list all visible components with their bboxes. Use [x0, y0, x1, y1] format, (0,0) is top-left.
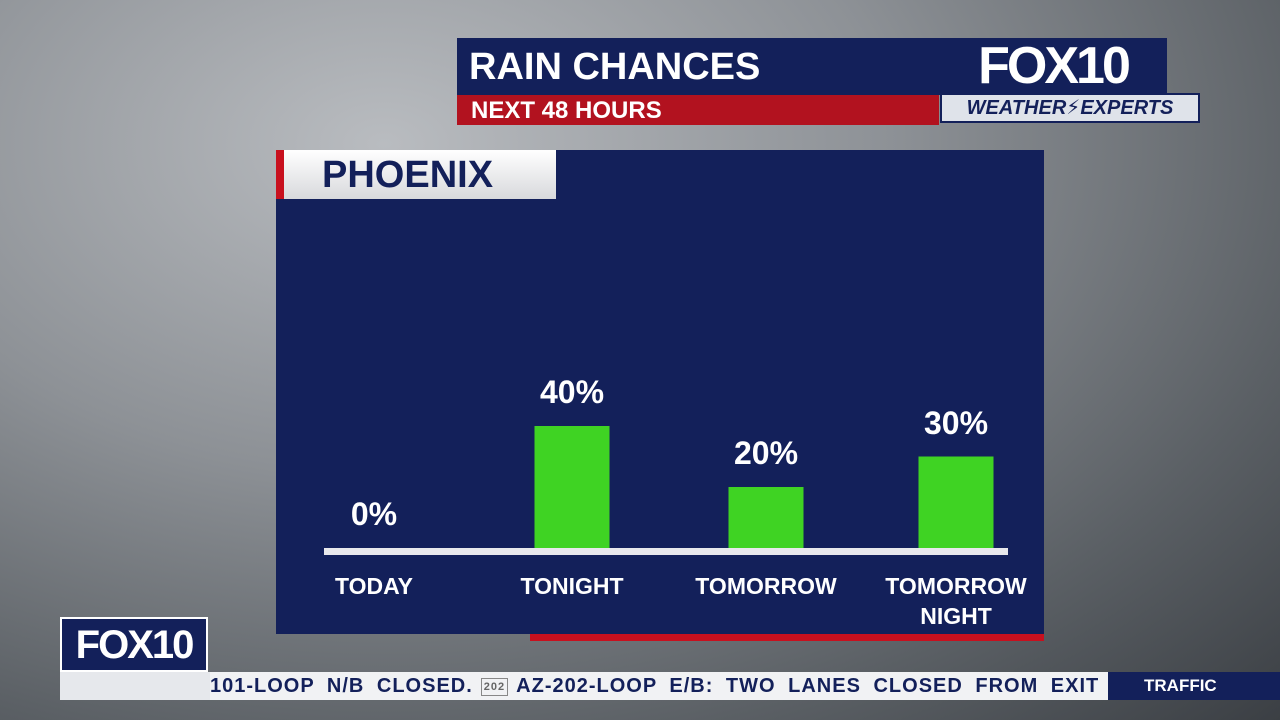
header-subtitle: NEXT 48 HOURS: [457, 95, 939, 125]
baseline: [324, 548, 1008, 555]
x-tick-label: TOMORROW: [695, 573, 837, 599]
value-label: 30%: [923, 404, 989, 441]
bar: [728, 487, 804, 548]
route-icon: 202: [480, 677, 509, 696]
badge-text: WEATHER: [966, 97, 1067, 119]
panel-accent: [530, 634, 1044, 641]
ticker-section: TRAFFIC: [1108, 672, 1280, 700]
x-tick-label: TODAY: [335, 573, 413, 599]
ticker-item: AZ-202-LOOP E/B: TWO LANES CLOSED FROM E…: [516, 675, 1108, 697]
bar: [534, 426, 610, 548]
value-label: 0%: [350, 496, 398, 532]
city-accent: [276, 150, 284, 199]
corner-logo: FOX10: [60, 617, 208, 672]
chart-title: PHOENIX: [284, 150, 556, 199]
value-label: 40%: [539, 374, 605, 410]
bar: [918, 456, 994, 548]
ticker-item: 101-LOOP N/B CLOSED.: [210, 675, 473, 697]
x-tick-label: TONIGHT: [520, 573, 624, 599]
badge-text: EXPERTS: [1080, 97, 1174, 119]
logo-strip: [60, 672, 210, 700]
x-tick-label: TOMORROW NIGHT: [885, 573, 1027, 629]
station-logo: FOX10: [939, 38, 1167, 95]
weather-badge: WEATHER⚡EXPERTS: [940, 93, 1200, 123]
header-title: RAIN CHANCES: [457, 38, 939, 95]
ticker: 101-LOOP N/B CLOSED. 202 AZ-202-LOOP E/B: …: [210, 672, 1108, 700]
value-label: 20%: [733, 435, 799, 471]
